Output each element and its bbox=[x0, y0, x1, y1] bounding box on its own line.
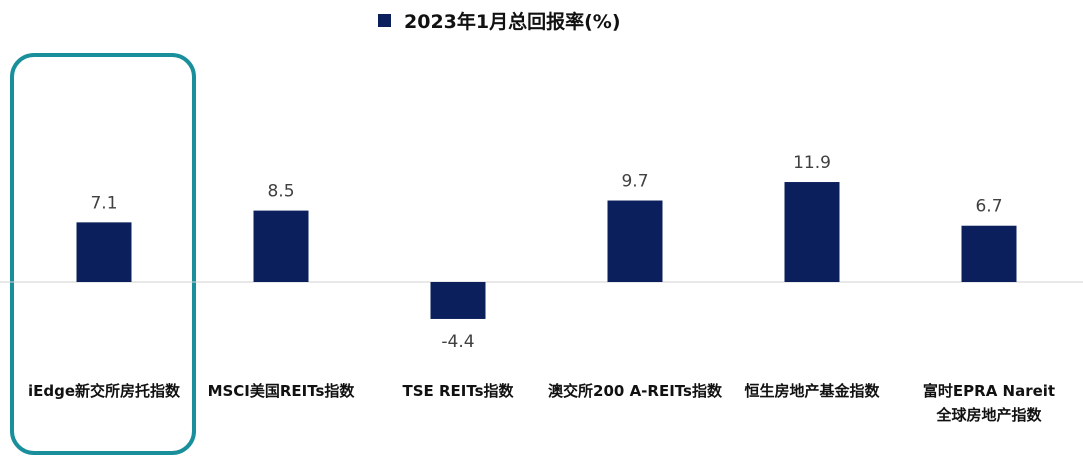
legend-swatch bbox=[378, 14, 391, 27]
bar-1 bbox=[253, 210, 309, 282]
category-label-1: MSCI美国REITs指数 bbox=[208, 382, 356, 400]
category-label-4: 恒生房地产基金指数 bbox=[744, 382, 880, 400]
bar-0 bbox=[76, 222, 132, 282]
bar-4 bbox=[784, 182, 840, 282]
category-label-3: 澳交所200 A-REITs指数 bbox=[548, 382, 723, 400]
bar-3 bbox=[607, 200, 663, 282]
data-labels-group: 7.1 8.5 -4.4 9.7 11.9 6.7 bbox=[90, 153, 1002, 352]
data-label-5: 6.7 bbox=[975, 197, 1002, 217]
legend: 2023年1月总回报率(%) bbox=[378, 10, 621, 33]
data-label-4: 11.9 bbox=[793, 153, 831, 173]
data-label-3: 9.7 bbox=[621, 172, 648, 192]
legend-label: 2023年1月总回报率(%) bbox=[404, 10, 621, 33]
bars-group bbox=[76, 182, 1017, 319]
data-label-0: 7.1 bbox=[90, 193, 117, 213]
category-labels-group: iEdge新交所房托指数 MSCI美国REITs指数 TSE REITs指数 澳交所2… bbox=[28, 382, 1055, 424]
category-label-0: iEdge新交所房托指数 bbox=[28, 382, 181, 400]
category-label-5-line-0: 富时EPRA Nareit bbox=[923, 382, 1055, 400]
bar-2 bbox=[430, 282, 486, 319]
data-label-2: -4.4 bbox=[441, 332, 474, 352]
data-label-1: 8.5 bbox=[267, 182, 294, 202]
category-label-5-line-1: 全球房地产指数 bbox=[935, 406, 1042, 424]
category-label-2: TSE REITs指数 bbox=[402, 382, 514, 400]
highlight-box bbox=[10, 53, 196, 455]
bar-5 bbox=[961, 225, 1017, 282]
